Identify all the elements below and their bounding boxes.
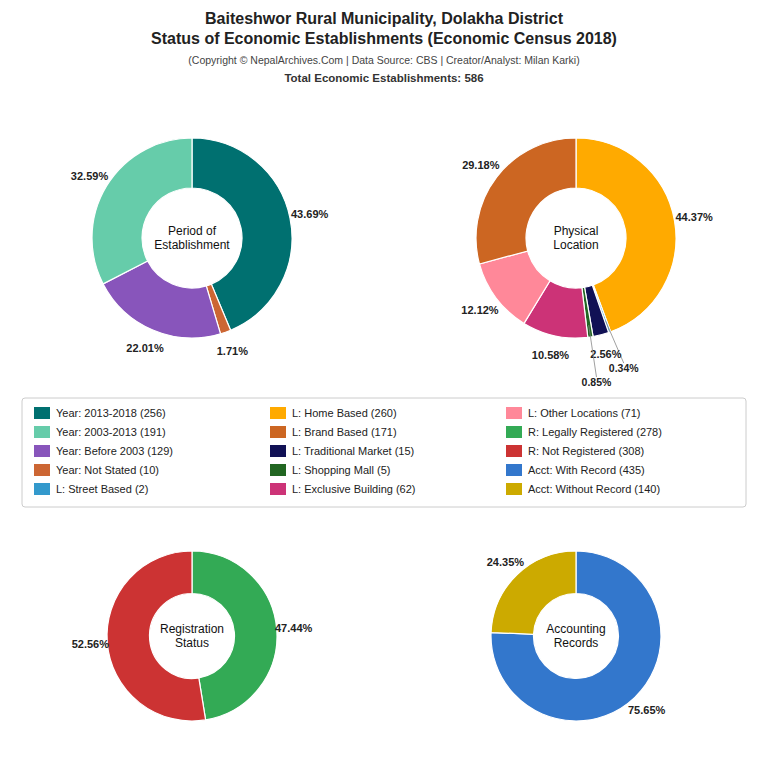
legend-label: L: Street Based (2) xyxy=(56,483,148,495)
donut-title-line: Physical xyxy=(554,224,599,238)
legend-item: R: Not Registered (308) xyxy=(506,445,644,457)
donut-chart: PhysicalLocation 44.37% 0.34% 2.56% 0.85% 10.… xyxy=(461,138,713,388)
slices xyxy=(476,138,676,338)
data-labels: 75.65% 24.35% xyxy=(487,556,666,715)
legend-label: L: Exclusive Building (62) xyxy=(292,483,416,495)
donut-title-line: Registration xyxy=(160,622,224,636)
legend-swatch xyxy=(506,483,522,495)
donut-title: Period ofEstablishment xyxy=(154,224,230,252)
legend-swatch xyxy=(34,426,50,438)
slice xyxy=(92,138,192,284)
donut-chart: RegistrationStatus 47.44% 52.56% xyxy=(72,551,313,721)
legend-label: Year: 2013-2018 (256) xyxy=(56,407,166,419)
legend-label: Year: 2003-2013 (191) xyxy=(56,426,166,438)
donut-chart: AccountingRecords 75.65% 24.35% xyxy=(487,551,666,721)
donut-title-line: Location xyxy=(553,238,598,252)
slices xyxy=(491,551,661,721)
legend-swatch xyxy=(270,445,286,457)
data-label: 47.44% xyxy=(275,622,313,634)
legend-item: L: Shopping Mall (5) xyxy=(270,464,390,476)
donut-title: RegistrationStatus xyxy=(160,622,224,650)
legend: Year: 2013-2018 (256) Year: 2003-2013 (19… xyxy=(22,398,746,507)
legend-label: L: Other Locations (71) xyxy=(528,407,641,419)
data-labels: 43.69% 1.71% 22.01% 32.59% xyxy=(71,170,329,357)
legend-swatch xyxy=(506,426,522,438)
legend-swatch xyxy=(506,464,522,476)
data-label: 12.12% xyxy=(461,304,499,316)
data-labels: 44.37% 0.34% 2.56% 0.85% 10.58% 12.12% 29.18% xyxy=(461,159,713,388)
donut-chart: Period ofEstablishment 43.69% 1.71% 22.01% 3… xyxy=(71,138,329,357)
legend-swatch xyxy=(34,445,50,457)
donut-title-line: Establishment xyxy=(154,238,230,252)
data-label: 10.58% xyxy=(532,349,570,361)
donut-title-line: Status xyxy=(175,636,209,650)
subtitle: (Copyright © NepalArchives.Com | Data So… xyxy=(188,54,579,66)
legend-item: Acct: With Record (435) xyxy=(506,464,645,476)
legend-item: Year: Not Stated (10) xyxy=(34,464,159,476)
legend-swatch xyxy=(506,445,522,457)
data-label: 29.18% xyxy=(462,159,500,171)
legend-item: Year: 2013-2018 (256) xyxy=(34,407,166,419)
data-label: 32.59% xyxy=(71,170,109,182)
legend-label: Acct: Without Record (140) xyxy=(528,483,660,495)
data-label: 0.34% xyxy=(609,362,639,374)
legend-item: Year: Before 2003 (129) xyxy=(34,445,173,457)
figure: Baiteshwor Rural Municipality, Dolakha D… xyxy=(0,0,768,768)
donut-title-line: Accounting xyxy=(546,622,605,636)
legend-item: L: Exclusive Building (62) xyxy=(270,483,416,495)
legend-item: L: Street Based (2) xyxy=(34,483,148,495)
legend-item: L: Traditional Market (15) xyxy=(270,445,414,457)
data-label: 44.37% xyxy=(675,211,713,223)
legend-label: Year: Not Stated (10) xyxy=(56,464,159,476)
legend-item: L: Brand Based (171) xyxy=(270,426,397,438)
title-line: Baiteshwor Rural Municipality, Dolakha D… xyxy=(205,10,564,27)
legend-label: Year: Before 2003 (129) xyxy=(56,445,173,457)
legend-label: L: Brand Based (171) xyxy=(292,426,397,438)
data-label: 24.35% xyxy=(487,556,525,568)
label-leader xyxy=(589,325,597,377)
data-label: 1.71% xyxy=(217,345,248,357)
legend-item: L: Other Locations (71) xyxy=(506,407,641,419)
legend-swatch xyxy=(270,483,286,495)
legend-swatch xyxy=(506,407,522,419)
legend-label: Acct: With Record (435) xyxy=(528,464,645,476)
legend-label: R: Not Registered (308) xyxy=(528,445,644,457)
data-label: 43.69% xyxy=(291,208,329,220)
legend-swatch xyxy=(270,464,286,476)
legend-swatch xyxy=(34,483,50,495)
data-label: 2.56% xyxy=(590,348,621,360)
legend-label: L: Traditional Market (15) xyxy=(292,445,414,457)
legend-label: R: Legally Registered (278) xyxy=(528,426,662,438)
legend-swatch xyxy=(34,464,50,476)
legend-frame xyxy=(22,398,746,507)
data-label: 22.01% xyxy=(126,342,164,354)
legend-item: R: Legally Registered (278) xyxy=(506,426,662,438)
slices xyxy=(107,551,277,721)
legend-swatch xyxy=(270,426,286,438)
legend-item: Year: 2003-2013 (191) xyxy=(34,426,166,438)
donut-title-line: Period of xyxy=(168,224,217,238)
title: Baiteshwor Rural Municipality, Dolakha D… xyxy=(151,10,617,47)
legend-label: L: Shopping Mall (5) xyxy=(292,464,390,476)
slice xyxy=(491,551,661,721)
donut-title: PhysicalLocation xyxy=(553,224,598,252)
data-label: 52.56% xyxy=(72,638,110,650)
legend-swatch xyxy=(34,407,50,419)
slices xyxy=(92,138,292,338)
legend-item: Acct: Without Record (140) xyxy=(506,483,660,495)
data-label: 0.85% xyxy=(582,376,612,388)
legend-label: L: Home Based (260) xyxy=(292,407,397,419)
data-labels: 47.44% 52.56% xyxy=(72,622,313,650)
data-label: 75.65% xyxy=(628,704,666,716)
title-line: Status of Economic Establishments (Econo… xyxy=(151,30,617,47)
annotation: Total Economic Establishments: 586 xyxy=(284,72,483,84)
legend-swatch xyxy=(270,407,286,419)
donut-title-line: Records xyxy=(554,636,599,650)
legend-item: L: Home Based (260) xyxy=(270,407,397,419)
donut-title: AccountingRecords xyxy=(546,622,605,650)
